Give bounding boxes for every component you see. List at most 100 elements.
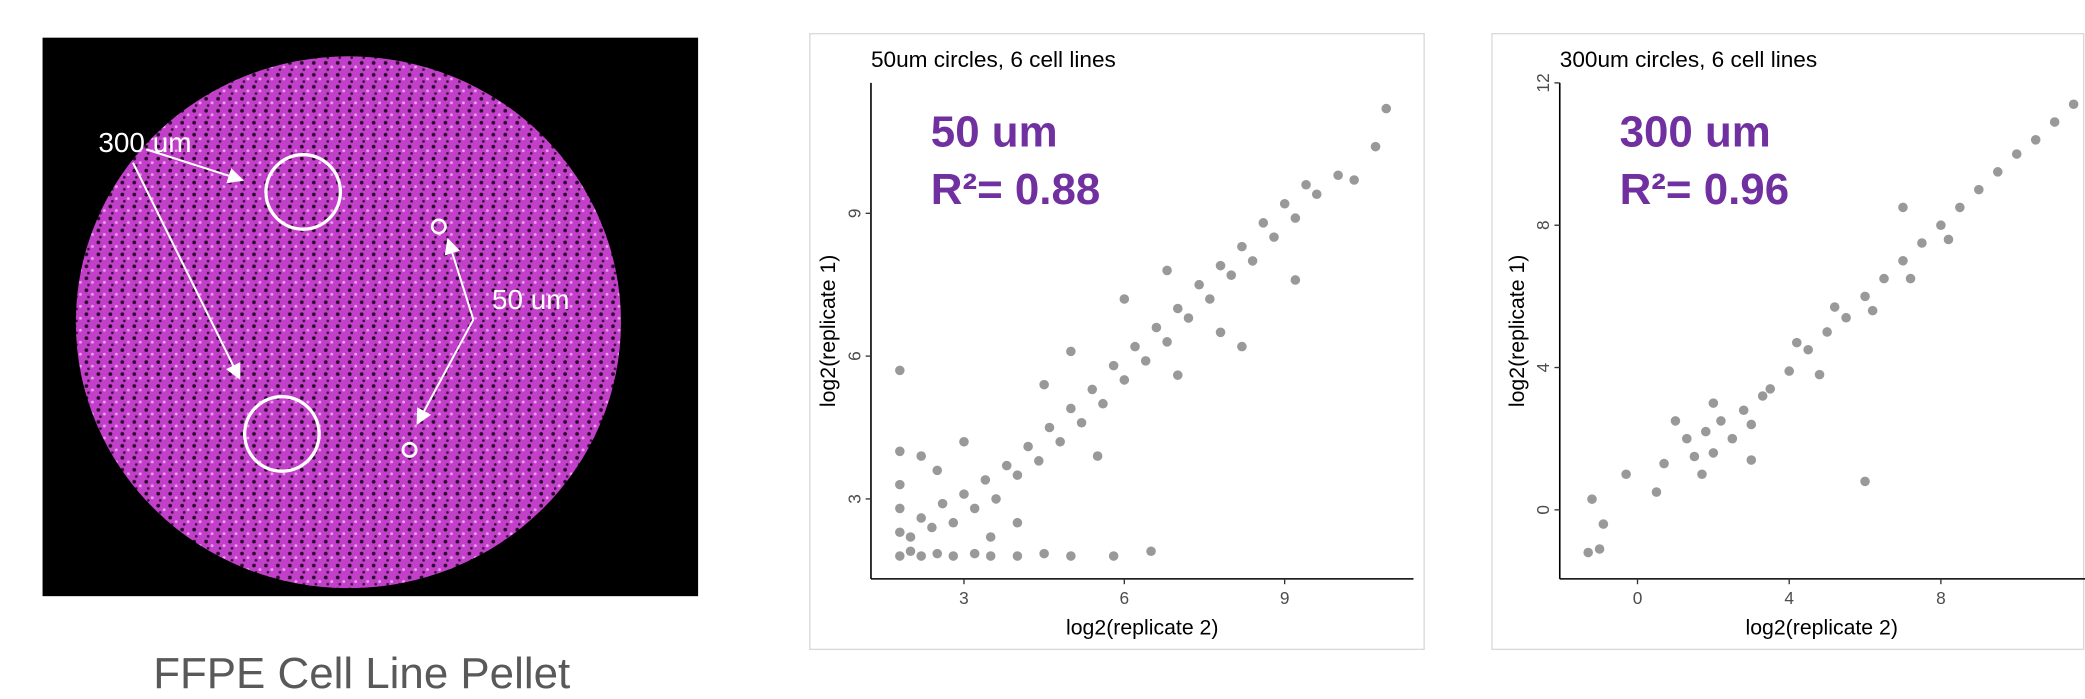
y-tick-label: 6	[844, 351, 864, 361]
point	[1333, 170, 1343, 181]
point	[1594, 544, 1605, 554]
point	[1974, 184, 1984, 195]
point	[905, 546, 916, 557]
point	[1381, 103, 1392, 114]
point	[1708, 398, 1719, 408]
x-tick-label: 4	[1784, 588, 1794, 608]
point	[1172, 370, 1183, 380]
point	[1183, 313, 1194, 323]
point	[1621, 469, 1631, 480]
point	[1860, 291, 1870, 302]
point	[2068, 99, 2079, 110]
point	[1172, 303, 1183, 314]
point	[1370, 141, 1381, 152]
point	[1140, 356, 1151, 366]
point	[1943, 234, 1954, 245]
tissue-image: 300 um 50 um	[42, 37, 699, 597]
point	[1727, 433, 1738, 444]
point	[1215, 327, 1226, 338]
cell-pellet	[75, 56, 621, 589]
point	[1708, 448, 1719, 458]
chart-title: 300um circles, 6 cell lines	[1560, 47, 1817, 72]
point	[1917, 238, 1927, 248]
point	[2030, 135, 2041, 145]
x-tick-label: 0	[1633, 588, 1643, 608]
point	[1290, 213, 1301, 223]
point	[1822, 327, 1832, 337]
point	[895, 365, 905, 376]
point	[1205, 294, 1215, 304]
point	[959, 437, 969, 447]
point	[1012, 551, 1023, 561]
point	[1237, 241, 1247, 252]
point	[1587, 494, 1597, 504]
point	[1311, 189, 1322, 200]
point	[1955, 202, 1965, 213]
point	[1700, 426, 1711, 437]
point	[1803, 344, 1813, 355]
y-tick-label: 9	[844, 209, 864, 219]
point	[1784, 366, 1794, 376]
point	[985, 532, 996, 542]
point	[2011, 149, 2022, 159]
point	[1237, 341, 1247, 352]
point	[1765, 384, 1776, 394]
point	[1992, 167, 2003, 177]
point	[1076, 417, 1087, 428]
point	[1757, 391, 1768, 401]
point	[1936, 220, 1946, 230]
point	[932, 548, 943, 559]
point	[1108, 551, 1119, 561]
point	[1012, 517, 1023, 528]
y-tick-label: 4	[1533, 362, 1553, 372]
point	[1034, 456, 1044, 466]
point	[948, 551, 959, 561]
point	[932, 465, 943, 476]
point	[1001, 460, 1012, 471]
point	[1659, 458, 1669, 469]
y-tick-label: 3	[844, 494, 864, 504]
point	[1841, 312, 1851, 323]
point	[1194, 279, 1204, 290]
annotation: 300 um	[1620, 108, 1771, 157]
point	[1151, 322, 1162, 333]
point	[927, 522, 937, 533]
annotation: R²= 0.88	[931, 165, 1101, 214]
point	[991, 494, 1001, 504]
panel-frame	[1491, 33, 2085, 651]
point	[1066, 346, 1076, 357]
arrow	[145, 148, 244, 184]
point	[1119, 375, 1130, 385]
y-tick-label: 8	[1533, 220, 1553, 230]
point	[1258, 218, 1269, 228]
point	[1670, 416, 1681, 426]
point	[1898, 256, 1908, 266]
arrow	[444, 237, 475, 320]
point	[1879, 273, 1889, 284]
point	[1279, 199, 1290, 209]
point	[1066, 551, 1076, 561]
point	[1066, 403, 1076, 414]
point	[1651, 487, 1662, 497]
point	[1226, 270, 1237, 280]
point	[895, 551, 905, 561]
point	[1905, 273, 1916, 284]
point	[1583, 547, 1593, 558]
point	[1044, 422, 1055, 433]
y-tick-label: 0	[1533, 505, 1553, 515]
y-tick-label: 12	[1533, 73, 1553, 92]
point	[1867, 305, 1878, 316]
point	[948, 517, 959, 528]
x-tick-label: 6	[1120, 588, 1130, 608]
point	[1716, 416, 1726, 426]
point	[916, 513, 926, 523]
point	[1301, 179, 1311, 190]
point	[1162, 265, 1172, 276]
image-label: 300 um	[98, 127, 191, 158]
point	[969, 503, 980, 514]
point	[1130, 341, 1140, 352]
point	[1119, 294, 1130, 304]
y-axis-label: log2(replicate 1)	[816, 255, 840, 407]
